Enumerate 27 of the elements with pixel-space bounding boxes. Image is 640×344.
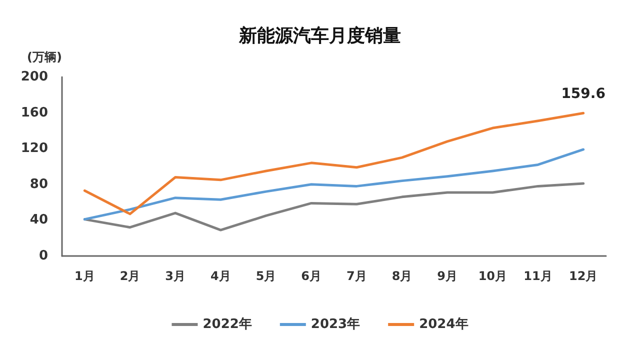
data-label: 159.6 [561,86,606,102]
legend-label: 2023年 [310,317,360,332]
chart-title: 新能源汽车月度销量 [238,26,401,46]
y-tick-label: 40 [30,212,48,228]
x-tick-label: 1月 [74,269,95,283]
x-tick-label: 11月 [524,269,552,283]
x-tick-label: 6月 [301,269,322,283]
y-axis-title: (万辆) [27,50,62,64]
y-tick-label: 0 [38,248,48,264]
x-tick-label: 8月 [392,269,412,283]
x-tick-label: 12月 [568,269,598,283]
line-series [83,112,585,216]
legend-label: 2024年 [419,317,468,332]
x-tick-label: 7月 [346,269,367,283]
y-tick-label: 80 [30,176,48,192]
x-tick-label: 10月 [478,269,508,283]
x-tick-label: 5月 [256,269,276,283]
y-tick-label: 160 [20,105,48,120]
x-tick-label: 3月 [165,269,186,283]
x-tick-label: 9月 [437,269,458,283]
y-tick-label: 120 [20,141,48,156]
line-series [83,148,585,221]
x-tick-label: 4月 [210,269,231,283]
y-tick-label: 200 [20,70,48,84]
line-series [83,182,585,232]
x-tick-label: 2月 [120,269,140,283]
legend-label: 2022年 [202,317,252,332]
